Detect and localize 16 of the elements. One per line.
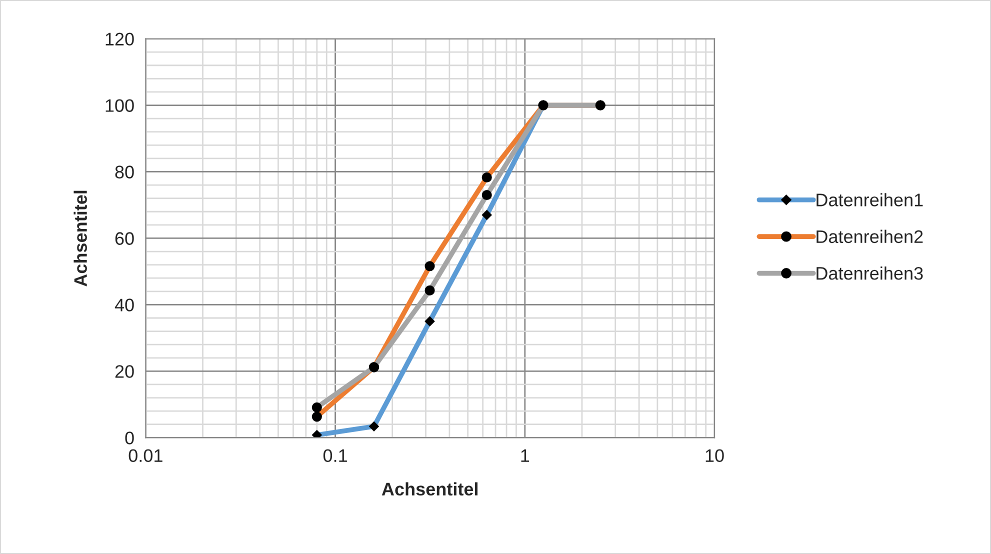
legend-label: Datenreihen1 [816,193,923,206]
x-axis-title: Achsentitel [382,482,478,496]
legend-label: Datenreihen2 [816,230,923,244]
x-tick-label: 0.1 [323,449,347,462]
y-tick-label: 100 [106,99,134,112]
y-tick-label: 0 [125,432,134,444]
y-tick-label: 120 [106,32,134,46]
y-axis-title: Achsentitel [74,190,87,286]
x-tick-label: 1 [521,449,530,462]
y-tick-label: 60 [115,232,134,245]
x-tick-label: 0.01 [128,449,162,462]
y-tick-label: 80 [115,166,134,178]
legend-label: Datenreihen3 [816,266,923,280]
y-tick-label: 40 [114,298,134,312]
y-tick-label: 20 [115,365,134,378]
x-tick-label: 10 [706,449,724,462]
